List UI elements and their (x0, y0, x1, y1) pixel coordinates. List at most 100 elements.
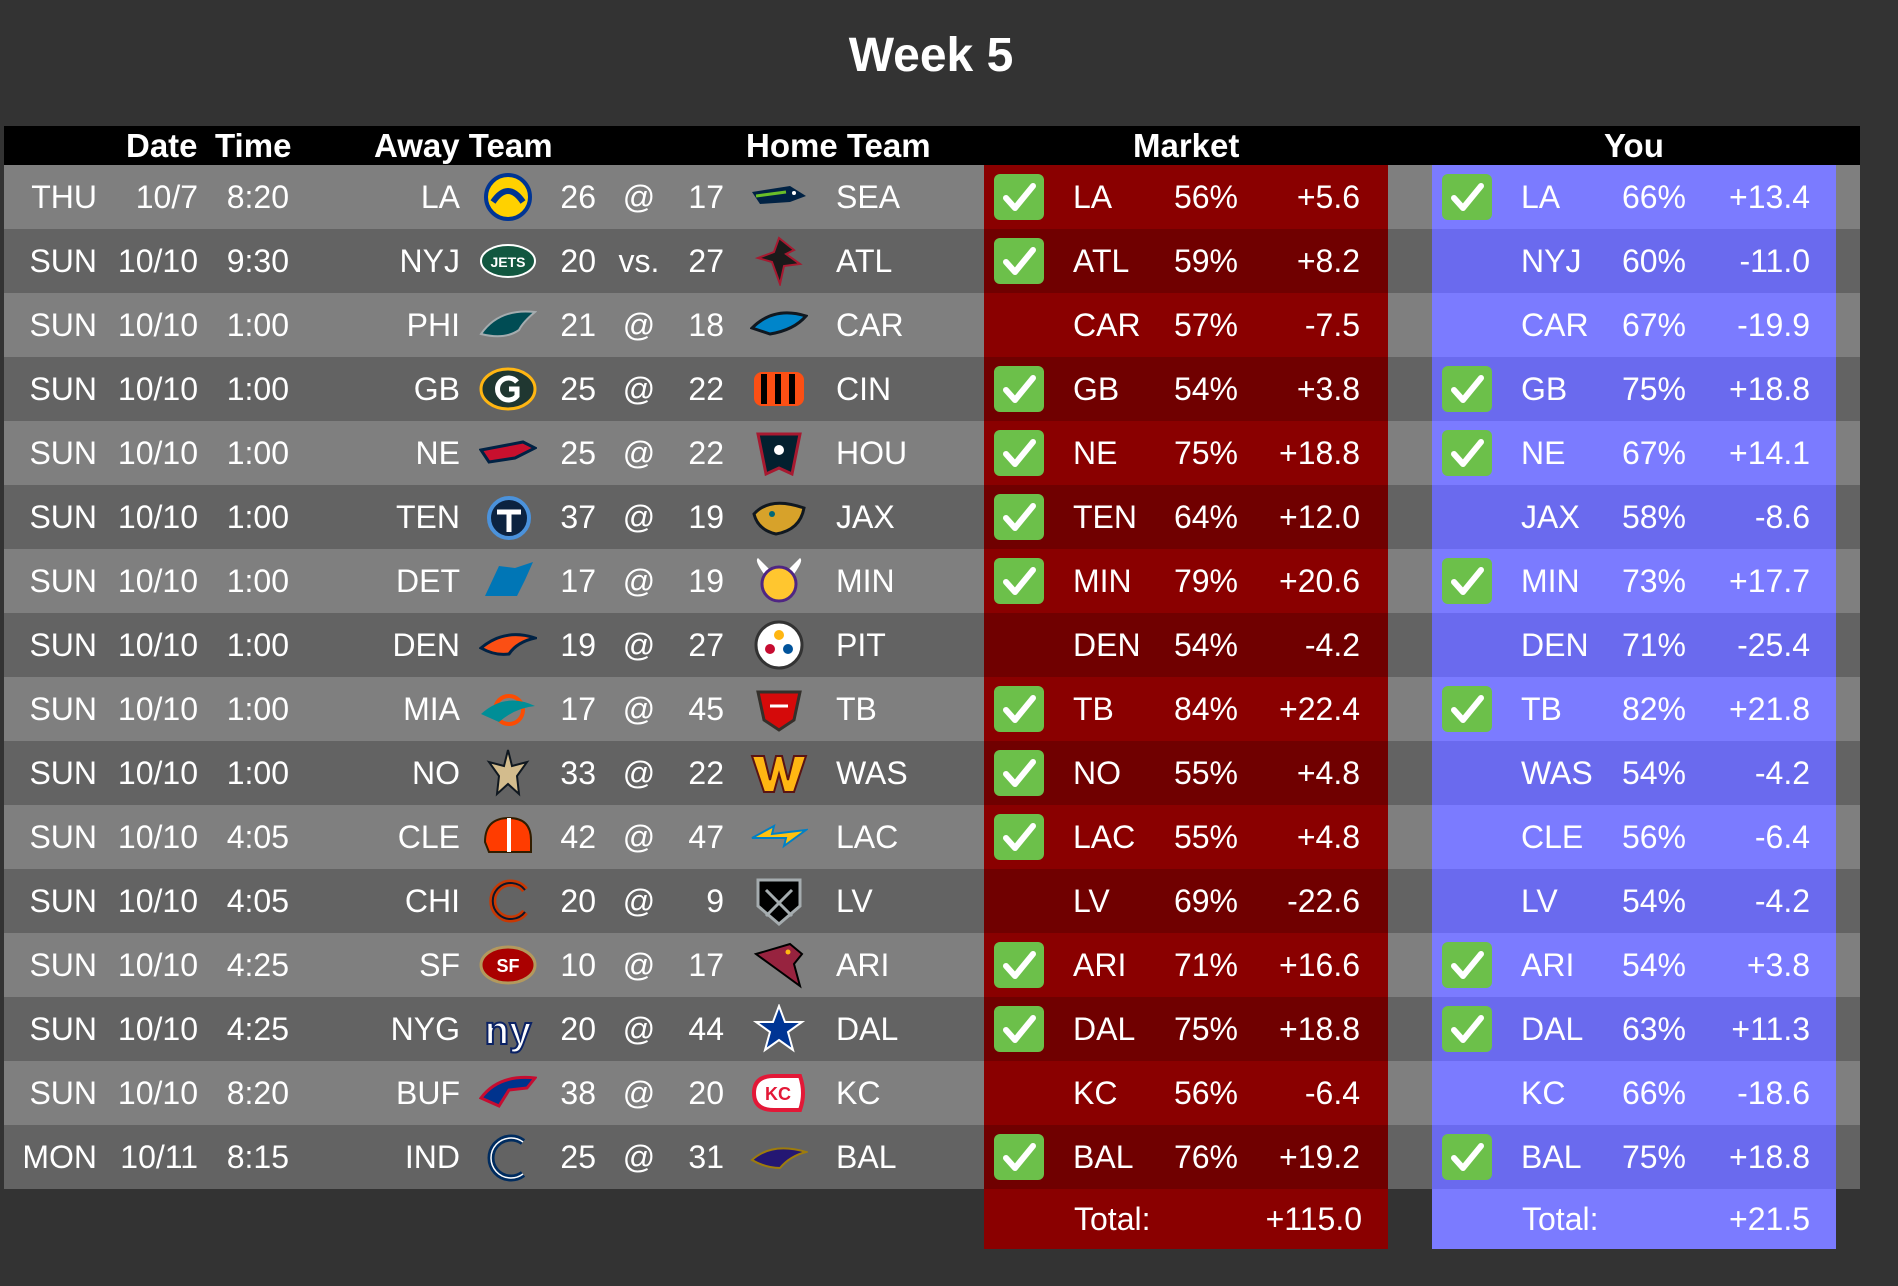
home-team-cell: WAS (836, 755, 908, 791)
matchup-separator: @ (622, 819, 656, 855)
away-score-cell: 21 (560, 307, 596, 343)
market-value: +3.8 (1296, 371, 1360, 407)
cardinals-logo (750, 940, 808, 990)
market-check-icon (994, 942, 1044, 988)
market-team: CAR (1073, 307, 1141, 343)
you-cell (1432, 869, 1836, 933)
home-score-cell: 22 (688, 371, 724, 407)
market-check-icon (994, 494, 1044, 540)
date-cell: 10/10 (117, 755, 198, 791)
away-score-cell: 19 (560, 627, 596, 663)
you-pct: 54% (1621, 755, 1686, 791)
you-value: -11.0 (1739, 243, 1810, 279)
header-away-team: Away Team (374, 127, 553, 164)
home-score-cell: 27 (688, 243, 724, 279)
you-team: GB (1521, 371, 1568, 407)
you-cell (1432, 421, 1836, 485)
matchup-separator: @ (622, 947, 656, 983)
home-team-cell: ATL (836, 243, 893, 279)
eagles-logo (479, 300, 537, 350)
market-cell (984, 549, 1388, 613)
you-cell (1432, 677, 1836, 741)
you-value: -25.4 (1737, 627, 1810, 663)
day-cell: SUN (29, 499, 97, 535)
market-team: LAC (1073, 819, 1136, 855)
away-score-cell: 37 (560, 499, 596, 535)
you-team: KC (1521, 1075, 1566, 1111)
you-check-icon (1442, 430, 1492, 476)
market-value: +20.6 (1279, 563, 1360, 599)
home-score-cell: 9 (706, 883, 724, 919)
market-team: MIN (1073, 563, 1132, 599)
matchup-separator: @ (622, 179, 656, 215)
you-total-label: Total: (1522, 1201, 1599, 1237)
you-check-icon (1442, 1134, 1492, 1180)
market-team: DEN (1073, 627, 1141, 663)
matchup-separator: @ (622, 1011, 656, 1047)
market-total-label: Total: (1074, 1201, 1151, 1237)
home-team-cell: JAX (836, 499, 895, 535)
home-score-cell: 19 (688, 499, 724, 535)
market-check-icon (994, 1006, 1044, 1052)
you-pct: 60% (1621, 243, 1686, 279)
market-pct: 57% (1173, 307, 1238, 343)
market-pct: 69% (1173, 883, 1238, 919)
market-team: DAL (1073, 1011, 1136, 1047)
broncos-logo (479, 620, 537, 670)
home-score-cell: 47 (688, 819, 724, 855)
market-check-icon (994, 686, 1044, 732)
panthers-logo (750, 300, 808, 350)
matchup-separator: @ (622, 1139, 656, 1175)
vikings-logo (750, 556, 808, 606)
you-value: -4.2 (1754, 883, 1810, 919)
market-check-icon (994, 750, 1044, 796)
away-score-cell: 25 (560, 371, 596, 407)
you-team: DAL (1521, 1011, 1584, 1047)
away-score-cell: 42 (560, 819, 596, 855)
date-cell: 10/10 (117, 691, 198, 727)
you-check-icon (1442, 174, 1492, 220)
away-score-cell: 20 (560, 243, 596, 279)
away-team-cell: DET (396, 563, 460, 599)
date-cell: 10/10 (117, 947, 198, 983)
market-pct: 56% (1173, 179, 1238, 215)
page-title: Week 5 (848, 29, 1014, 82)
away-team-cell: TEN (396, 499, 460, 535)
market-value: +4.8 (1296, 819, 1360, 855)
market-team: NO (1073, 755, 1121, 791)
you-pct: 58% (1621, 499, 1686, 535)
away-team-cell: NO (412, 755, 460, 791)
market-pct: 54% (1173, 371, 1238, 407)
matchup-separator: @ (622, 307, 656, 343)
you-team: JAX (1521, 499, 1580, 535)
you-pct: 56% (1621, 819, 1686, 855)
svg-text:KC: KC (765, 1084, 791, 1104)
table-row: SUN 10/10 1:00 GB 25 @22 CIN GB 54% +3.8 GB 75% +18.… (4, 357, 1860, 421)
market-pct: 54% (1173, 627, 1238, 663)
away-team-cell: NYG (390, 1011, 460, 1047)
date-cell: 10/10 (117, 627, 198, 663)
you-value: +11.3 (1731, 1011, 1810, 1047)
market-team: ARI (1073, 947, 1127, 983)
home-score-cell: 31 (688, 1139, 724, 1175)
table-row: MON 10/11 8:15 IND 25 @31 BAL BAL 76% +19.2 BAL 75%… (4, 1125, 1860, 1189)
market-pct: 71% (1173, 947, 1238, 983)
market-cell (984, 933, 1388, 997)
market-team: NE (1073, 435, 1118, 471)
market-pct: 59% (1173, 243, 1238, 279)
matchup-separator: @ (622, 1075, 656, 1111)
table-row: SUN 10/10 9:30 NYJ JETS 20 vs. 27 ATL ATL 59% +8.2 N… (4, 229, 1860, 293)
you-cell (1432, 549, 1836, 613)
header-time: Time (215, 127, 292, 164)
you-pct: 67% (1621, 435, 1686, 471)
away-team-cell: SF (419, 947, 460, 983)
day-cell: SUN (29, 1075, 97, 1111)
table-row: SUN 10/10 1:00 MIA 17 @45 TB TB 84% +22.4 TB 82% +21… (4, 677, 1860, 741)
header-you: You (1604, 127, 1664, 164)
time-cell: 4:25 (226, 947, 289, 983)
you-team: TB (1521, 691, 1562, 727)
you-cell (1432, 741, 1836, 805)
home-team-cell: LAC (836, 819, 899, 855)
you-cell (1432, 1125, 1836, 1189)
away-score-cell: 26 (560, 179, 596, 215)
